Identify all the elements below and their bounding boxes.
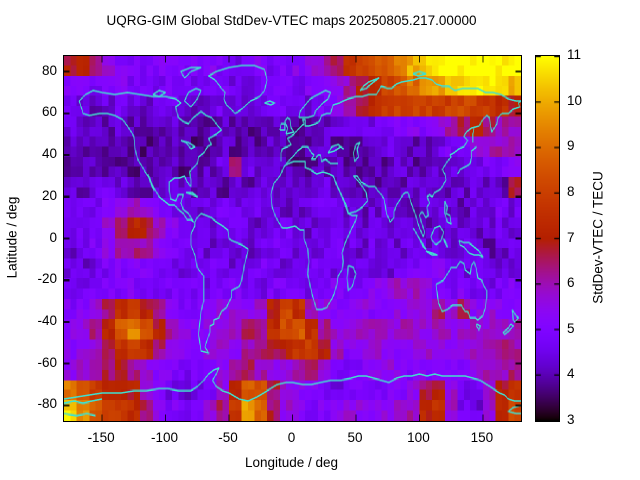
colorbar-tick-label: 11 — [567, 47, 582, 62]
colorbar — [535, 55, 560, 422]
x-tick-label: 50 — [347, 430, 363, 445]
y-tick-label: -40 — [37, 312, 57, 328]
y-tick-label: -80 — [37, 396, 57, 412]
y-tick-label: 80 — [41, 62, 57, 78]
colorbar-tick-label: 8 — [567, 183, 575, 199]
map-plot — [63, 55, 522, 422]
colorbar-tick-label: 6 — [567, 275, 575, 291]
x-tick-label: -100 — [151, 430, 179, 445]
x-tick-label: 150 — [470, 430, 494, 445]
colorbar-tick-label: 4 — [567, 366, 575, 382]
y-tick-label: 60 — [41, 104, 57, 120]
x-tick-label: -150 — [87, 430, 115, 445]
colorbar-tick-label: 3 — [567, 412, 575, 427]
colorbar-tick-label: 7 — [567, 229, 575, 245]
colorbar-label: StdDev-VTEC / TECU — [590, 171, 606, 304]
y-tick-label: 20 — [41, 187, 57, 203]
x-axis-label: Longitude / deg — [244, 455, 339, 470]
y-tick-label: 40 — [41, 146, 57, 162]
x-tick-label: -50 — [218, 430, 238, 445]
heatmap-canvas — [64, 56, 521, 421]
x-tick-label: 100 — [407, 430, 430, 445]
y-axis-label: Latitude / deg — [4, 196, 20, 279]
x-tick-label: 0 — [287, 430, 296, 445]
chart-title: UQRG-GIM Global StdDev-VTEC maps 2025080… — [106, 13, 477, 28]
colorbar-canvas — [536, 56, 559, 421]
y-tick-label: 0 — [49, 229, 57, 245]
colorbar-tick-label: 9 — [567, 138, 575, 154]
colorbar-tick-label: 10 — [567, 92, 583, 108]
colorbar-tick-label: 5 — [567, 320, 575, 336]
y-tick-label: -60 — [37, 354, 57, 370]
y-tick-label: -20 — [37, 271, 57, 287]
